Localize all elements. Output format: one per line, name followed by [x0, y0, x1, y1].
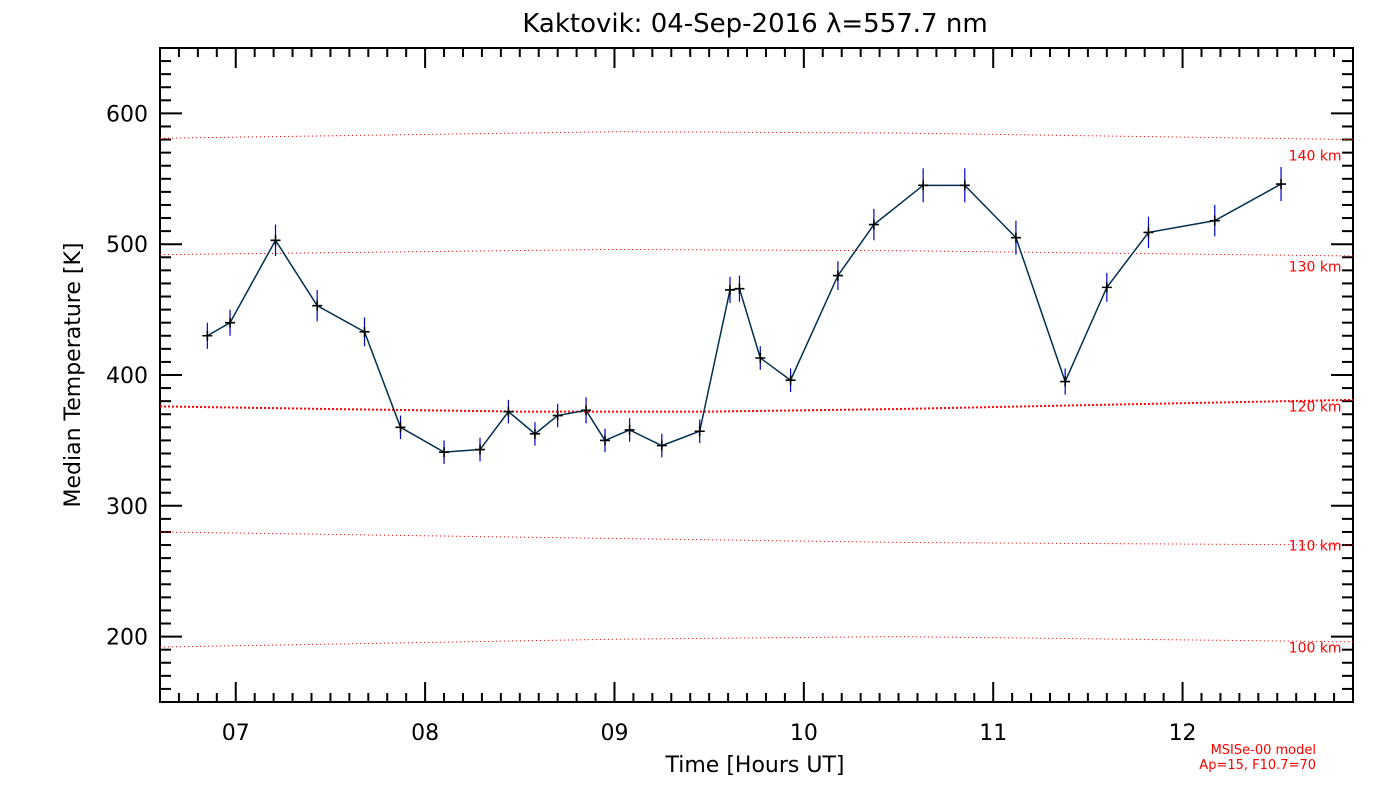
data-point	[1143, 227, 1154, 238]
data-point	[270, 235, 281, 246]
data-point	[1276, 179, 1287, 190]
data-point	[503, 406, 514, 417]
data-point	[959, 180, 970, 191]
data-point	[1209, 215, 1220, 226]
data-point	[724, 284, 735, 295]
x-tick-label: 11	[979, 721, 1007, 746]
data-point	[785, 375, 796, 386]
data-point	[600, 435, 611, 446]
x-axis-label: Time [Hours UT]	[665, 753, 845, 778]
model-line-130km	[159, 248, 1354, 257]
model-annotation-line-1: MSISe-00 model	[1211, 743, 1316, 758]
data-point	[439, 447, 450, 458]
data-point	[581, 405, 592, 416]
series-line	[206, 183, 1282, 453]
model-line-120km	[159, 398, 1354, 413]
x-tick-label: 07	[222, 721, 250, 746]
model-line-label: 100 km	[1289, 640, 1342, 656]
model-line-label: 110 km	[1289, 538, 1342, 554]
data-point	[832, 270, 843, 281]
model-annotation-line-2: Ap=15, F10.7=70	[1199, 758, 1316, 773]
data-point	[359, 326, 370, 337]
data-point	[225, 317, 236, 328]
y-axis-label: Median Temperature [K]	[61, 243, 86, 508]
data-point	[312, 300, 323, 311]
y-tick-label: 400	[106, 364, 148, 389]
y-tick-label: 500	[106, 233, 148, 258]
data-point	[656, 440, 667, 451]
data-point	[734, 283, 745, 294]
model-line-label: 140 km	[1289, 148, 1342, 164]
y-tick-label: 300	[106, 495, 148, 520]
x-tick-label: 09	[600, 721, 628, 746]
data-point	[1060, 376, 1071, 387]
data-point	[202, 330, 213, 341]
model-line-100km	[159, 636, 1354, 648]
model-line-label: 130 km	[1289, 260, 1342, 276]
data-point	[694, 426, 705, 437]
data-point	[755, 352, 766, 363]
data-point	[395, 422, 406, 433]
model-line-label: 120 km	[1289, 400, 1342, 416]
data-point	[868, 219, 879, 230]
y-tick-label: 600	[106, 102, 148, 127]
data-point	[624, 424, 635, 435]
axis-labels: 07 08 09 10 11 12 200 300 400 500 600	[106, 102, 1197, 746]
chart-title: Kaktovik: 04-Sep-2016 λ=557.7 nm	[522, 9, 987, 39]
data-point	[1101, 282, 1112, 293]
x-tick-label: 08	[411, 721, 439, 746]
data-point	[1010, 232, 1021, 243]
data-point	[918, 180, 929, 191]
temperature-series	[202, 167, 1287, 464]
data-point	[529, 428, 540, 439]
x-tick-label: 10	[790, 721, 818, 746]
y-tick-label: 200	[106, 626, 148, 651]
axis-ticks	[159, 47, 1354, 703]
plot-frame	[159, 47, 1354, 703]
model-line-140km	[159, 131, 1354, 141]
data-point	[475, 444, 486, 455]
data-point	[552, 410, 563, 421]
model-line-110km	[159, 531, 1354, 546]
x-tick-label: 12	[1169, 721, 1197, 746]
msis-model-lines: 100 km 110 km 120 km 130 km 140 km	[159, 131, 1354, 656]
